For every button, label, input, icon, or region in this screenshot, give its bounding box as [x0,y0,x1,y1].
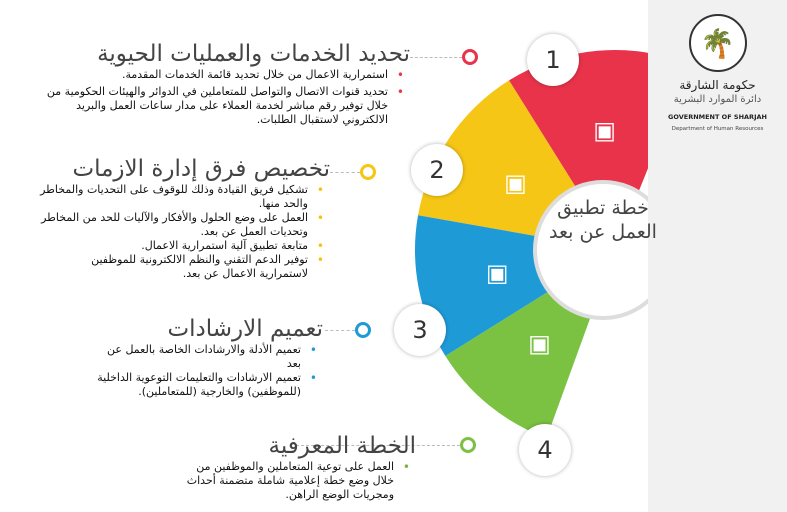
segment-red [509,50,690,198]
logo-arabic-dept: دائرة الموارد البشرية [673,94,762,105]
step-number-2: 2 [411,144,463,196]
section-2-bullet: متابعة تطبيق آلية استمرارية الاعمال. [40,239,330,253]
section-3-bullet: تعميم الارشادات والتعليمات التوعوية الدا… [95,371,323,399]
step-number-1: 1 [527,34,579,86]
logo-arabic-name: حكومة الشارقة [679,78,756,92]
logo-english-dept: Department of Human Resources [671,126,764,132]
red-segment-icon: ▣ [593,116,616,144]
section-1-title: تحديد الخدمات والعمليات الحيوية [97,41,410,67]
section-1: تحديد الخدمات والعمليات الحيوية استمراري… [40,40,410,127]
section-2-bullet: تشكيل فريق القيادة وذلك للوقوف على التحد… [40,183,330,211]
section-2-title: تخصيص فرق إدارة الازمات [72,156,330,182]
connector-dot-2 [360,164,376,180]
center-title: خطة تطبيق العمل عن بعد [549,197,657,243]
step-number-4: 4 [519,424,571,476]
section-2-bullet: العمل على وضع الحلول والأفكار والآليات ل… [40,211,330,239]
section-3-bullet: تعميم الأدلة والارشادات الخاصة بالعمل عن… [95,343,323,371]
blue-segment-icon: ▣ [486,259,509,287]
section-4-title: الخطة المعرفية [268,433,416,459]
connector-dot-3 [355,322,371,338]
segment-green [445,282,594,438]
section-3-title: تعميم الارشادات [167,316,323,342]
section-1-bullet: استمرارية الاعمال من خلال تحديد قائمة ال… [40,68,410,82]
section-1-bullet: تحديد قنوات الاتصال والتواصل للمتعاملين … [40,85,410,127]
sharjah-emblem-icon: 🌴 [688,14,747,72]
segment-blue [415,215,563,356]
segment-yellow [418,80,583,240]
green-segment-icon: ▣ [528,329,551,357]
connector-dot-1 [462,49,478,65]
step-number-3: 3 [394,304,446,356]
section-2: تخصيص فرق إدارة الازمات تشكيل فريق القيا… [40,155,330,281]
logo-english-name: GOVERNMENT OF SHARJAH [668,113,767,121]
logo-panel: 🌴 حكومة الشارقة دائرة الموارد البشرية GO… [648,0,787,512]
section-4-bullet: العمل على توعية المتعاملين والموظفين من … [180,460,416,502]
connector-dot-4 [460,437,476,453]
section-4: الخطة المعرفية العمل على توعية المتعاملي… [180,432,416,502]
section-2-bullet: توفير الدعم التقني والنظم الالكترونية لل… [40,253,330,281]
section-3: تعميم الارشادات تعميم الأدلة والارشادات … [95,315,323,399]
yellow-segment-icon: ▣ [504,169,527,197]
